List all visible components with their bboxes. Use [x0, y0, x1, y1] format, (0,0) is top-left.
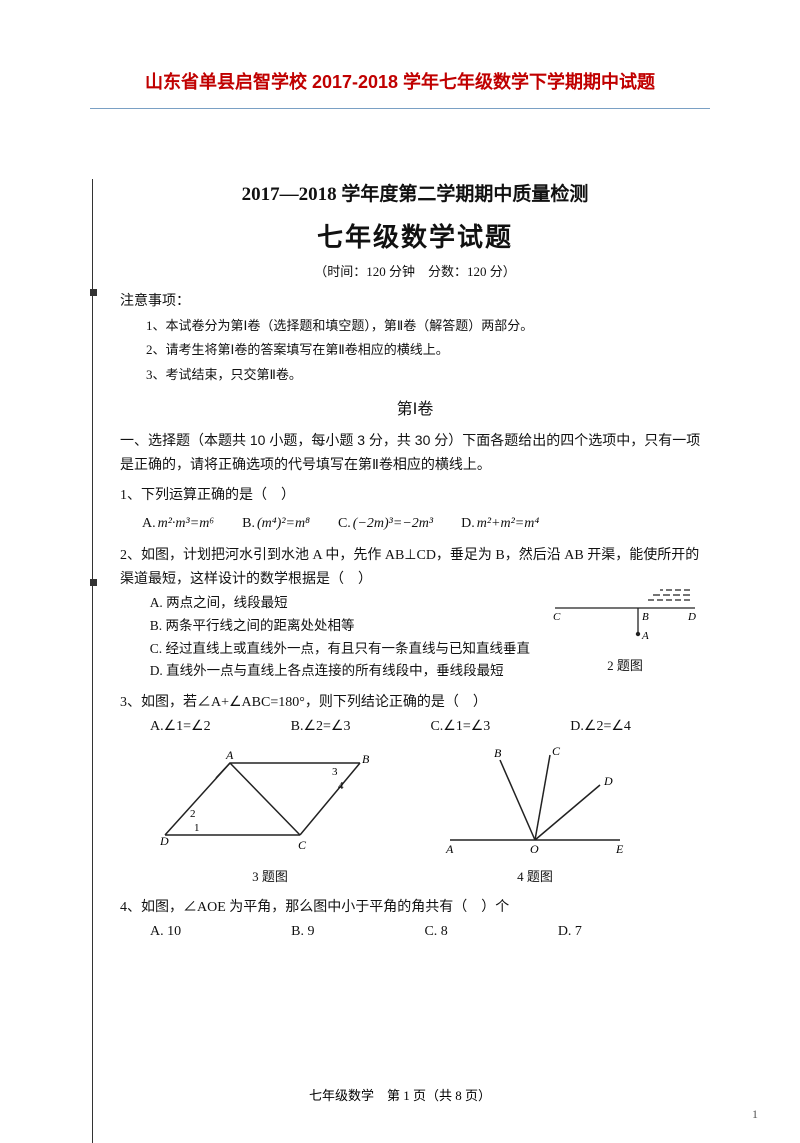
svg-text:1: 1: [194, 822, 200, 834]
binding-line: [92, 179, 93, 1143]
notice-2: 2、请考生将第Ⅰ卷的答案填写在第Ⅱ卷相应的横线上。: [120, 339, 710, 361]
notice-1: 1、本试卷分为第Ⅰ卷（选择题和填空题），第Ⅱ卷（解答题）两部分。: [120, 315, 710, 337]
q3-options: A.∠1=∠2 B.∠2=∠3 C.∠1=∠3 D.∠2=∠4: [150, 715, 710, 739]
q1-opt-a: A.m²·m³=m⁶: [142, 512, 214, 536]
svg-text:C: C: [553, 611, 561, 623]
svg-text:3: 3: [332, 766, 338, 778]
q3-svg: A B C D 1 2 3 4: [160, 745, 380, 855]
title-underline: [90, 108, 710, 109]
svg-text:C: C: [298, 838, 307, 852]
exam-body: 2017—2018 学年度第二学期期中质量检测 七年级数学试题 （时间：120 …: [120, 179, 710, 943]
svg-text:A: A: [641, 630, 649, 642]
q2-svg: C B D A: [550, 584, 700, 644]
notice-heading: 注意事项：: [120, 290, 710, 314]
q3-figure: A B C D 1 2 3 4 3 题图: [160, 745, 380, 888]
q3-opt-d: D.∠2=∠4: [570, 715, 631, 739]
q4-svg: A B C D E O: [440, 745, 630, 855]
q4-fig-caption: 4 题图: [440, 866, 630, 888]
svg-text:C: C: [552, 745, 561, 758]
exam-heading-1: 2017—2018 学年度第二学期期中质量检测: [120, 179, 710, 211]
q1-options: A.m²·m³=m⁶ B.(m⁴)²=m⁸ C.(−2m)³=−2m³ D.m²…: [142, 512, 710, 536]
svg-text:B: B: [362, 752, 370, 766]
svg-text:D: D: [687, 611, 696, 623]
page-number: 1: [752, 1107, 758, 1122]
q4-opt-a: A. 10: [150, 920, 181, 944]
q1-opt-b: B.(m⁴)²=m⁸: [242, 512, 310, 536]
svg-text:4: 4: [338, 780, 344, 792]
exam-meta: （时间：120 分钟 分数：120 分）: [120, 261, 710, 283]
paper-1-label: 第Ⅰ卷: [120, 396, 710, 423]
q3-opt-b: B.∠2=∠3: [291, 715, 351, 739]
svg-text:2: 2: [190, 808, 196, 820]
q1-opt-d: D.m²+m²=m⁴: [461, 512, 539, 536]
svg-text:A: A: [225, 748, 234, 762]
svg-text:D: D: [160, 834, 169, 848]
q3-opt-a: A.∠1=∠2: [150, 715, 211, 739]
svg-text:B: B: [494, 746, 502, 760]
page-footer: 七年级数学 第 1 页（共 8 页）: [0, 1085, 800, 1104]
notice-3: 3、考试结束，只交第Ⅱ卷。: [120, 364, 710, 386]
page-title-text: 山东省单县启智学校 2017-2018 学年七年级数学下学期期中试题: [145, 72, 655, 92]
q3-fig-caption: 3 题图: [160, 866, 380, 888]
svg-text:D: D: [603, 774, 613, 788]
svg-text:O: O: [530, 842, 539, 855]
section-1: 一、选择题（本题共 10 小题，每小题 3 分，共 30 分）下面各题给出的四个…: [120, 429, 710, 477]
q3-stem: 3、如图，若∠A+∠ABC=180°，则下列结论正确的是（ ）: [120, 691, 710, 715]
q2-fig-caption: 2 题图: [550, 655, 700, 677]
q4-opt-b: B. 9: [291, 920, 314, 944]
q4-opt-d: D. 7: [558, 920, 582, 944]
q4-stem: 4、如图，∠AOE 为平角，那么图中小于平角的角共有（ ）个: [120, 896, 710, 920]
q4-figure: A B C D E O 4 题图: [440, 745, 630, 888]
page-title: 山东省单县启智学校 2017-2018 学年七年级数学下学期期中试题: [0, 0, 800, 102]
q1-stem: 1、下列运算正确的是（ ）: [120, 484, 710, 508]
svg-text:A: A: [445, 842, 454, 855]
q2-figure: C B D A 2 题图: [550, 584, 700, 677]
q4-opt-c: C. 8: [424, 920, 447, 944]
svg-text:B: B: [642, 611, 649, 623]
q3-q4-figures: A B C D 1 2 3 4 3 题图 A B C: [160, 745, 710, 888]
svg-text:E: E: [615, 842, 624, 855]
exam-heading-2: 七年级数学试题: [120, 215, 710, 259]
q3-opt-c: C.∠1=∠3: [430, 715, 490, 739]
q4-options: A. 10 B. 9 C. 8 D. 7: [150, 920, 710, 944]
q1-opt-c: C.(−2m)³=−2m³: [338, 512, 433, 536]
